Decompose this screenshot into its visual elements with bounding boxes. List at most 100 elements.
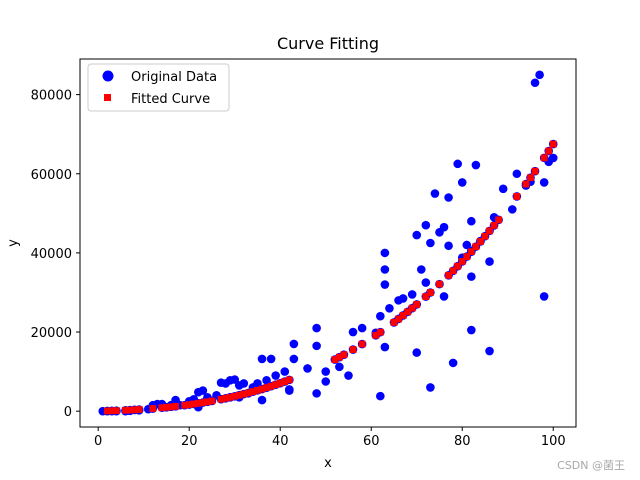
data-point-original [539,292,549,301]
x-axis: 0 20 40 60 80 100 [94,427,566,449]
data-point-fitted [545,147,553,155]
data-point-original [439,292,449,301]
data-point-fitted [222,394,230,402]
data-point-fitted [408,304,416,312]
y-tick-label: 20000 [31,326,72,341]
x-tick-label: 20 [181,434,198,449]
data-point-original [507,205,517,214]
data-point-fitted [135,406,143,413]
data-point-fitted [267,382,275,390]
watermark: CSDN @菌王 [557,459,625,472]
legend-box [87,63,230,112]
data-point-fitted [390,319,398,326]
series-fitted-curve [103,140,557,415]
data-point-original [398,294,408,303]
data-point-original [262,376,271,385]
data-point-original [539,178,549,187]
data-point-original [230,375,240,384]
data-point-original [548,153,558,163]
legend: Original Data Fitted Curve [87,63,230,112]
data-point-fitted [240,390,248,398]
data-point-original [421,278,431,287]
data-point-fitted [285,376,293,384]
data-point-original [467,272,476,281]
data-point-fitted [244,389,252,397]
data-point-original [412,230,422,240]
plot-frame [79,58,577,428]
data-point-original [376,391,385,401]
data-point-fitted [372,331,380,339]
data-point-fitted [481,232,489,240]
data-point-original [530,78,540,88]
data-point-fitted [204,398,211,406]
data-point-fitted [194,399,202,407]
data-point-fitted [358,340,366,348]
y-axis-label: y [6,239,21,247]
data-point-original [321,377,331,386]
data-point-fitted [426,289,434,296]
data-point-fitted [458,258,466,265]
data-point-original [467,216,476,226]
data-point-original [280,367,290,376]
data-point-original [239,379,249,388]
y-tick-label: 0 [64,405,72,420]
data-point-fitted [331,356,339,363]
data-point-original [407,290,417,299]
data-point-fitted [540,154,548,162]
data-point-original [285,385,294,394]
data-point-fitted [449,267,457,275]
x-axis-label: x [324,456,332,471]
data-point-original [444,241,453,251]
data-point-fitted [531,167,539,175]
legend-marker-fitted-curve [104,94,111,101]
data-point-original [380,342,390,352]
data-point-fitted [495,216,503,224]
data-point-original [198,386,208,395]
x-tick-label: 100 [541,434,566,449]
data-point-original [257,395,267,405]
data-point-fitted [527,174,534,182]
data-point-fitted [249,388,257,396]
data-point-fitted [231,392,239,400]
data-point-fitted [404,308,412,316]
data-point-fitted [122,406,129,414]
data-point-original [512,169,522,179]
data-point-original [426,238,435,248]
data-point-original [498,184,508,194]
data-point-fitted [454,262,462,270]
data-point-original [448,358,458,368]
data-point-fitted [199,399,207,406]
legend-label-fitted-curve: Fitted Curve [131,92,210,107]
data-point-original [380,248,390,258]
data-point-original [271,371,280,380]
data-point-fitted [349,346,357,353]
data-point-fitted [126,406,134,414]
data-point-fitted [149,405,157,412]
data-point-fitted [340,351,348,359]
data-point-fitted [217,395,225,403]
data-point-fitted [226,393,234,401]
data-point-original [416,265,426,274]
data-point-fitted [422,293,430,300]
data-point-original [303,364,312,373]
data-point-fitted [263,384,270,392]
x-tick-label: 40 [272,434,289,449]
data-point-original [467,325,476,335]
data-point-fitted [413,300,421,308]
data-point-original [266,354,276,364]
data-point-fitted [258,385,266,393]
data-point-original [312,389,321,398]
data-point-original [485,346,494,356]
data-point-original [289,354,299,364]
x-tick-label: 60 [363,434,380,449]
data-point-fitted [158,404,166,412]
x-tick-label: 0 [94,434,102,449]
data-point-fitted [235,391,243,399]
data-point-original [439,222,449,232]
data-point-original [444,193,453,202]
data-point-fitted [172,402,179,410]
data-point-original [335,362,344,372]
data-point-fitted [131,406,139,414]
data-point-original [535,70,544,80]
data-point-original [380,280,390,289]
